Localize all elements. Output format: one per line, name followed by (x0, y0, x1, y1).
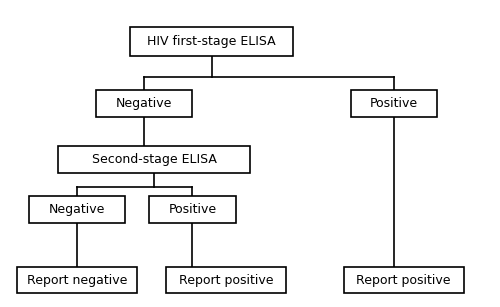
Text: Negative: Negative (116, 97, 172, 110)
FancyBboxPatch shape (351, 90, 437, 117)
Text: HIV first-stage ELISA: HIV first-stage ELISA (148, 35, 276, 48)
FancyBboxPatch shape (149, 196, 236, 223)
FancyBboxPatch shape (130, 27, 293, 56)
Text: Negative: Negative (49, 203, 106, 216)
Text: Second-stage ELISA: Second-stage ELISA (92, 153, 216, 166)
FancyBboxPatch shape (29, 196, 125, 223)
Text: Positive: Positive (370, 97, 418, 110)
FancyBboxPatch shape (58, 146, 250, 173)
FancyBboxPatch shape (96, 90, 192, 117)
Text: Report negative: Report negative (27, 274, 128, 287)
Text: Report positive: Report positive (179, 274, 273, 287)
FancyBboxPatch shape (17, 267, 137, 293)
Text: Report positive: Report positive (356, 274, 451, 287)
FancyBboxPatch shape (344, 267, 464, 293)
FancyBboxPatch shape (166, 267, 286, 293)
Text: Positive: Positive (168, 203, 216, 216)
